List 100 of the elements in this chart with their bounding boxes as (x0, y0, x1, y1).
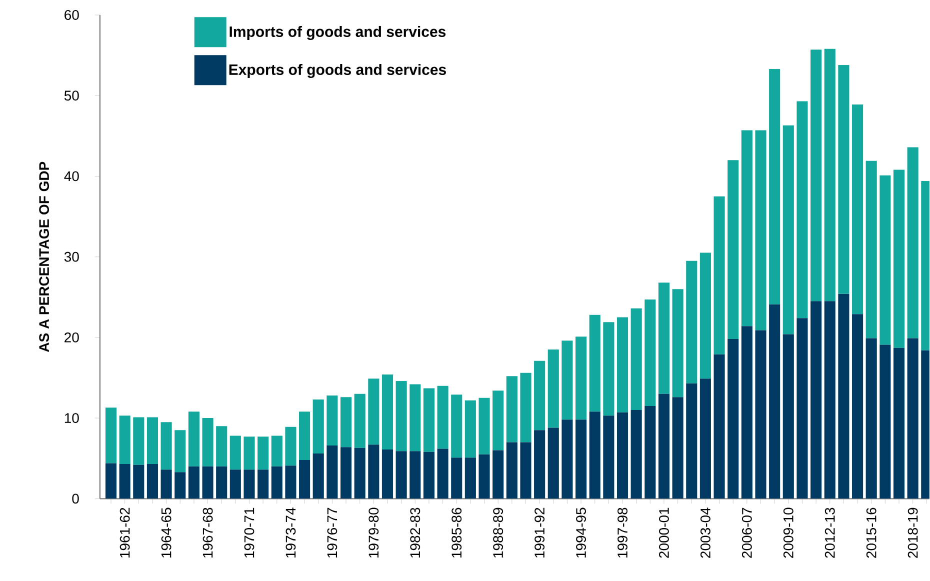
bar (755, 130, 766, 330)
bar (423, 452, 434, 499)
bar (728, 160, 739, 340)
bar (299, 460, 310, 499)
bar (616, 412, 628, 499)
bar (520, 442, 532, 499)
x-tick-label: 2006-07 (742, 508, 752, 558)
x-tick-label: 1979-80 (368, 508, 379, 558)
bar (506, 442, 518, 499)
x-tick-label: 1985-86 (452, 508, 462, 558)
x-tick-label: 2000-01 (659, 508, 669, 558)
y-tick-label: 0 (72, 494, 79, 504)
bar (146, 464, 158, 499)
bar (769, 304, 780, 499)
bar (686, 261, 698, 384)
bar (354, 448, 366, 499)
bar (119, 416, 130, 464)
x-tick-label: 1967-68 (202, 508, 213, 558)
bar (258, 436, 269, 470)
bar (312, 400, 324, 454)
y-tick-label: 50 (64, 90, 79, 101)
x-tick-label: 1997-98 (618, 508, 628, 558)
bar (562, 340, 573, 420)
bar (880, 176, 891, 345)
bar (478, 454, 490, 499)
bar (714, 354, 725, 499)
bar (534, 430, 546, 499)
bar (534, 361, 546, 430)
bar (700, 252, 711, 379)
bar (437, 386, 448, 449)
bar (769, 69, 780, 305)
bar (852, 104, 864, 314)
bar (603, 322, 614, 416)
bar (880, 344, 891, 499)
y-axis-title: AS A PERCENTAGE OF GDP (39, 162, 50, 352)
bar (437, 448, 448, 499)
x-tick-label: 2015-16 (866, 508, 876, 558)
bar (230, 470, 241, 499)
bar (630, 308, 642, 410)
bar (644, 406, 656, 499)
x-tick-label: 1973-74 (286, 508, 296, 558)
bar (244, 436, 255, 470)
bar (285, 466, 296, 499)
bar (119, 464, 130, 499)
bar (893, 170, 905, 348)
bar (216, 426, 228, 467)
bar (907, 338, 918, 499)
bar (562, 420, 573, 499)
bar (312, 454, 324, 499)
bar (271, 466, 282, 499)
bar (741, 130, 752, 326)
bar (714, 196, 725, 355)
bar (520, 373, 532, 442)
x-tick-label: 2018-19 (908, 508, 918, 558)
bar (396, 381, 407, 452)
x-tick-label: 1991-92 (534, 508, 545, 558)
bar (810, 50, 822, 302)
bar (160, 422, 172, 470)
bar (492, 450, 504, 499)
bar (188, 412, 200, 467)
bar (616, 317, 628, 413)
bar (423, 388, 434, 452)
bar (146, 417, 158, 464)
bar (548, 350, 559, 428)
bar (174, 472, 186, 499)
bar (396, 451, 407, 499)
x-tick-label: 1961-62 (120, 508, 130, 558)
bar (340, 397, 352, 448)
x-tick-label: 1976-77 (327, 508, 338, 558)
bar (354, 394, 366, 448)
bar (658, 282, 670, 394)
bar (326, 396, 338, 446)
bar (492, 390, 504, 450)
bar (796, 101, 808, 318)
bar (451, 394, 462, 458)
bar (576, 336, 587, 420)
bar (824, 49, 836, 302)
bar (658, 394, 670, 499)
bar (258, 470, 269, 499)
bar (478, 398, 490, 455)
bar (133, 417, 144, 466)
bar (464, 458, 476, 499)
bar (866, 161, 877, 338)
bar (686, 384, 698, 499)
bar (589, 315, 600, 412)
bar (589, 412, 600, 499)
bar (216, 466, 228, 499)
bar (410, 451, 421, 499)
bar (340, 447, 352, 499)
bar (368, 378, 380, 445)
legend-label: Exports of goods and services (229, 64, 446, 78)
bar (782, 334, 794, 499)
bar (603, 416, 614, 499)
y-tick-label: 20 (64, 332, 79, 343)
bar (644, 300, 656, 406)
bar (105, 408, 117, 464)
bar (202, 418, 214, 467)
bar (133, 465, 144, 499)
bar (202, 466, 214, 499)
bar (755, 330, 766, 499)
